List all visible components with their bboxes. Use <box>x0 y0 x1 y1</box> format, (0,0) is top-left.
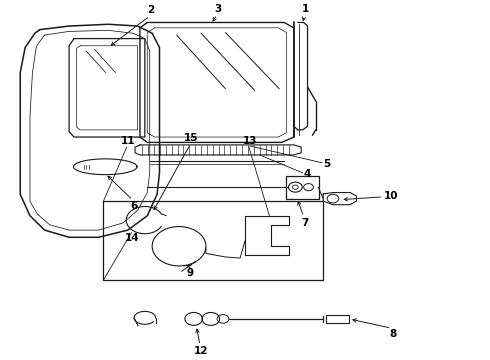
Text: 5: 5 <box>323 158 330 168</box>
Text: 2: 2 <box>147 5 154 15</box>
Bar <box>326 315 349 323</box>
Text: 10: 10 <box>384 191 399 201</box>
Text: 1: 1 <box>301 4 309 14</box>
Text: 13: 13 <box>243 136 257 146</box>
Text: 14: 14 <box>125 233 140 243</box>
Text: 12: 12 <box>194 346 208 356</box>
Text: 11: 11 <box>121 136 135 147</box>
Text: 8: 8 <box>389 329 396 339</box>
Text: 7: 7 <box>301 217 308 228</box>
Text: 15: 15 <box>184 134 198 144</box>
Text: 9: 9 <box>187 268 194 278</box>
Text: 6: 6 <box>130 201 137 211</box>
Text: 3: 3 <box>214 4 221 14</box>
Text: 4: 4 <box>304 168 311 179</box>
